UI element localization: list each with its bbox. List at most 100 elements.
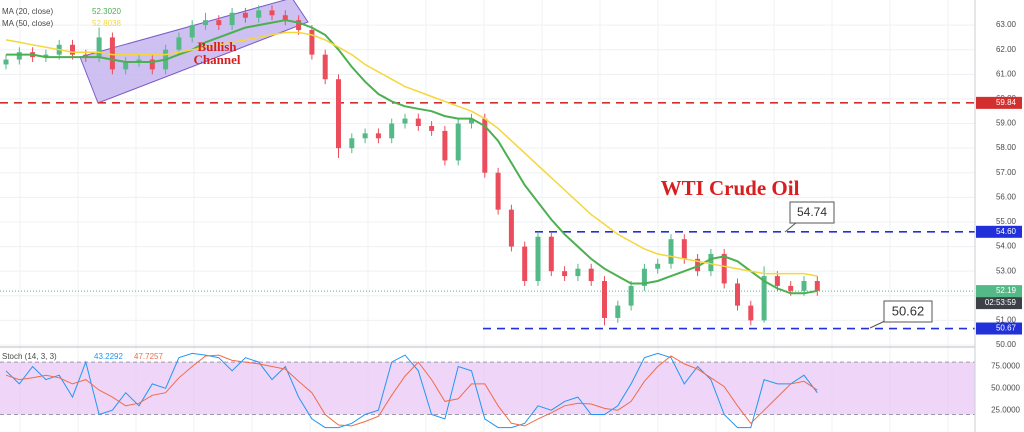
y-tick-label: 57.00 [996, 168, 1017, 177]
candle-body [455, 123, 461, 161]
candle-body [482, 118, 488, 173]
candle-body [389, 123, 395, 139]
candle-body [282, 15, 288, 21]
stoch-line [5, 354, 818, 427]
price-tag-label: 59.84 [996, 98, 1017, 107]
candle-body [602, 281, 607, 318]
candle-body [362, 133, 368, 139]
candle-body [256, 10, 262, 18]
candle-body [16, 52, 22, 60]
candle-body [495, 172, 501, 210]
candle-body [508, 209, 514, 247]
countdown-tag [976, 297, 1022, 310]
price-axis: 50.0051.0052.0053.0054.0055.0056.0057.00… [974, 0, 1024, 432]
chart-title: WTI Crude Oil [661, 176, 800, 200]
stoch-tick-label: 75.0000 [991, 362, 1020, 371]
candle-body [562, 271, 568, 277]
candle-body [535, 236, 541, 282]
candle-body [296, 20, 302, 31]
price-tag-label: 52.19 [996, 286, 1017, 295]
candle-body [176, 37, 182, 50]
candle-body [3, 59, 9, 65]
y-tick-label: 55.00 [996, 217, 1017, 226]
candle-body [548, 236, 554, 272]
callout-text: 54.74 [797, 205, 827, 219]
candle-body [429, 125, 435, 131]
candle-body [522, 246, 528, 282]
candle-body [123, 62, 129, 70]
candle-body [748, 305, 754, 321]
y-tick-label: 59.00 [996, 119, 1017, 128]
channel-label: Bullish [197, 39, 237, 54]
candle-body [349, 138, 355, 149]
candle-body [442, 130, 448, 161]
price-tag-label: 54.60 [996, 227, 1017, 236]
callout-box [789, 201, 835, 224]
candle-body [242, 12, 248, 18]
y-tick-label: 62.00 [996, 45, 1017, 54]
candle-body [83, 54, 89, 58]
legend: MA (20, close) 52.3020 MA (50, close) 52.80… [2, 7, 121, 28]
y-tick-label: 54.00 [996, 242, 1017, 251]
candle-body [588, 268, 594, 282]
candle-body [469, 118, 474, 124]
candle-body [801, 281, 807, 291]
candle-body [721, 253, 727, 284]
y-tick-label: 61.00 [996, 69, 1017, 78]
candle-body [309, 30, 315, 55]
y-tick-label: 50.00 [996, 340, 1017, 349]
stoch-tick-label: 25.0000 [991, 405, 1020, 414]
candle-body [615, 305, 621, 318]
candle-body [681, 239, 687, 259]
candle-body [96, 37, 102, 58]
candle-body [655, 263, 661, 269]
candle-body [415, 118, 421, 126]
y-tick-label: 56.00 [996, 192, 1017, 201]
price-tag [976, 225, 1022, 238]
candle-body [203, 20, 208, 26]
price-tag [976, 322, 1022, 335]
callout-text: 50.62 [892, 303, 925, 318]
y-tick-label: 53.00 [996, 266, 1017, 275]
candle-body [336, 79, 341, 149]
stoch-value: 43.2292 [94, 352, 123, 361]
axis-background [975, 0, 1024, 432]
plot [0, 5, 975, 330]
candle-body [375, 133, 381, 139]
candle-body [575, 268, 581, 277]
price-tag [976, 96, 1022, 109]
legend-label: MA (20, close) [2, 7, 53, 16]
candle-body [695, 258, 701, 272]
stoch-panel: 43.2292 47.7257 Stoch (14, 3, 3) [0, 346, 1024, 429]
countdown-label: 02:53:59 [985, 298, 1017, 307]
candle-body [641, 268, 647, 286]
moving-average [5, 31, 818, 277]
stoch-tick-label: 50.0000 [991, 383, 1020, 392]
candle-body [109, 37, 115, 70]
candle-body [668, 239, 674, 264]
candle-body [269, 10, 275, 16]
candle-body [322, 54, 328, 80]
candle-body [70, 44, 75, 55]
y-tick-label: 51.00 [996, 316, 1017, 325]
candle-body [402, 118, 408, 124]
callout-pointer [784, 221, 798, 233]
stoch-value: 47.7257 [134, 352, 163, 361]
candle-body [708, 253, 714, 272]
candle-body [43, 54, 49, 58]
moving-average [6, 19, 818, 295]
legend-value: 52.8038 [92, 19, 121, 28]
candle-body [136, 59, 142, 63]
candle-body [735, 283, 740, 306]
candle-body [216, 20, 222, 26]
callout-box [883, 300, 933, 323]
candle-body [628, 285, 634, 306]
price-tag-label: 50.67 [996, 324, 1017, 333]
legend-label: MA (50, close) [2, 19, 53, 28]
candle-body [229, 12, 235, 26]
candle-body [149, 59, 155, 70]
y-tick-label: 58.00 [996, 143, 1017, 152]
candle-body [788, 285, 794, 291]
